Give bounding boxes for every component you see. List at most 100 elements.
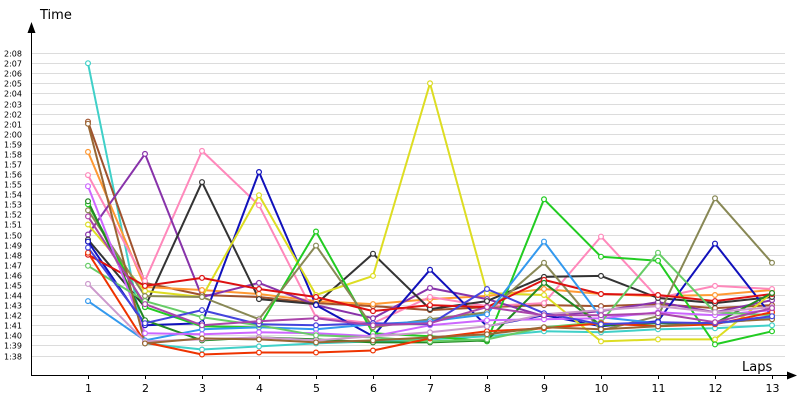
x-tick-label: 7 <box>427 382 434 395</box>
x-tick-label: 9 <box>541 382 548 395</box>
data-point <box>768 305 775 312</box>
data-point <box>768 290 775 297</box>
data-point <box>370 315 377 322</box>
y-tick-label: 1:55 <box>4 181 22 190</box>
data-point <box>484 331 491 338</box>
data-point <box>256 329 263 336</box>
data-point <box>84 244 91 251</box>
data-point <box>427 294 434 301</box>
data-point <box>597 291 604 298</box>
data-point <box>654 257 661 264</box>
data-point <box>142 330 149 337</box>
y-tick-label: 1:45 <box>4 282 22 291</box>
data-point <box>84 213 91 220</box>
data-point <box>370 301 377 308</box>
data-point <box>370 250 377 257</box>
data-point <box>654 292 661 299</box>
x-tick-label: 8 <box>484 382 491 395</box>
data-point <box>142 320 149 327</box>
x-tick-label: 11 <box>652 382 666 395</box>
y-tick-label: 1:58 <box>4 151 22 160</box>
data-point <box>654 336 661 343</box>
data-point <box>84 231 91 238</box>
y-tick-label: 1:40 <box>4 332 22 341</box>
data-point <box>484 317 491 324</box>
data-point <box>768 313 775 320</box>
data-point <box>256 202 263 209</box>
data-point <box>654 319 661 326</box>
tick-labels: 1:38 1:391:401:411:421:431:441:451:461:47… <box>4 50 780 396</box>
data-point <box>711 341 718 348</box>
data-point <box>256 318 263 325</box>
data-point <box>84 298 91 305</box>
y-tick-label: 1:46 <box>4 272 22 281</box>
data-point <box>256 286 263 293</box>
y-tick-label: 1:51 <box>4 221 22 230</box>
y-tick-label: 1:44 <box>4 292 22 301</box>
data-point <box>427 80 434 87</box>
data-point <box>484 286 491 293</box>
data-point <box>427 329 434 336</box>
y-tick-label: 1:43 <box>4 302 22 311</box>
data-point <box>711 282 718 289</box>
data-point <box>540 300 547 307</box>
data-point <box>313 228 320 235</box>
x-axis-title: Laps <box>742 360 772 375</box>
y-tick-label: 1:41 <box>4 322 22 331</box>
x-axis-arrow <box>787 371 797 380</box>
y-tick-label: 2:00 <box>4 131 22 140</box>
data-point <box>597 321 604 328</box>
data-point <box>654 310 661 317</box>
data-point <box>142 150 149 157</box>
data-point <box>484 304 491 311</box>
data-point <box>84 207 91 214</box>
data-point <box>313 242 320 249</box>
x-tick-label: 5 <box>313 382 320 395</box>
data-point <box>84 120 91 127</box>
x-tick-label: 3 <box>199 382 206 395</box>
y-tick-label: 1:38 <box>4 353 22 362</box>
data-point <box>313 332 320 339</box>
x-tick-label: 6 <box>370 382 377 395</box>
data-point <box>711 292 718 299</box>
data-point <box>711 336 718 343</box>
data-point <box>199 179 206 186</box>
data-point <box>370 347 377 354</box>
data-point <box>540 324 547 331</box>
y-tick-label: 2:07 <box>4 60 22 69</box>
data-point <box>142 293 149 300</box>
data-point <box>313 315 320 322</box>
y-tick-label: 1:50 <box>4 232 22 241</box>
data-point <box>84 60 91 67</box>
y-tick-label: 2:06 <box>4 70 22 79</box>
y-tick-label: 1:39 <box>4 342 22 351</box>
grid-lines <box>31 53 785 357</box>
data-point <box>199 322 206 329</box>
x-tick-label: 13 <box>766 382 780 395</box>
y-tick-label: 1:53 <box>4 201 22 210</box>
data-point <box>711 309 718 316</box>
data-point <box>256 343 263 350</box>
data-point <box>711 298 718 305</box>
x-tick-label: 4 <box>256 382 263 395</box>
data-point <box>540 292 547 299</box>
y-tick-label: 2:04 <box>4 90 22 99</box>
data-point <box>199 335 206 342</box>
data-point <box>370 337 377 344</box>
data-point <box>199 314 206 321</box>
data-point <box>84 249 91 256</box>
data-point <box>484 311 491 318</box>
data-point <box>84 238 91 245</box>
data-point <box>540 312 547 319</box>
y-tick-label: 1:42 <box>4 312 22 321</box>
data-point <box>711 195 718 202</box>
y-tick-label: 1:47 <box>4 262 22 271</box>
y-tick-label: 1:49 <box>4 242 22 251</box>
data-point <box>427 320 434 327</box>
data-point <box>484 298 491 305</box>
y-tick-label: 2:02 <box>4 111 22 120</box>
data-point <box>142 340 149 347</box>
data-point <box>199 274 206 281</box>
y-tick-label: 2:05 <box>4 80 22 89</box>
